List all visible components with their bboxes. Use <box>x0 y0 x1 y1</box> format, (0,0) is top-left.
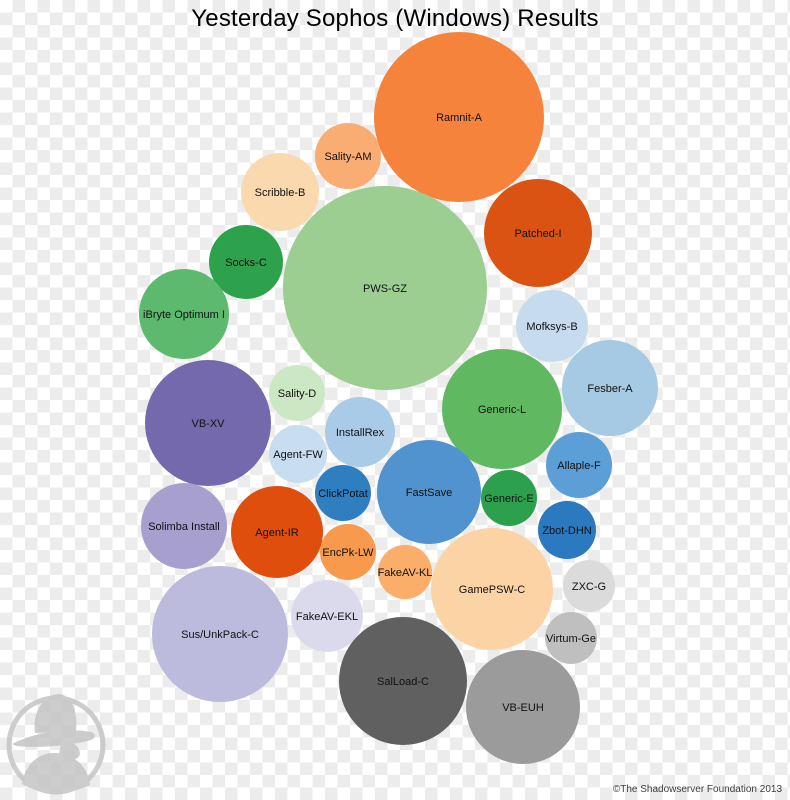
bubble-encpk-lw: EncPk-LW <box>320 524 376 580</box>
bubble-label: Patched-I <box>514 228 561 240</box>
shadowserver-detective-logo-icon <box>6 694 106 795</box>
bubble-label: Sality-D <box>278 388 317 400</box>
bubble-sality-d: Sality-D <box>269 365 325 421</box>
bubble-label: PWS-GZ <box>363 283 407 295</box>
bubble-circle <box>481 470 537 526</box>
bubble-fesber-a: Fesber-A <box>562 340 658 436</box>
bubble-label: Fesber-A <box>587 383 633 395</box>
bubble-label: Socks-C <box>225 257 267 269</box>
bubble-label: Generic-L <box>478 404 526 416</box>
bubble-circle <box>516 290 588 362</box>
bubble-circle <box>283 186 487 390</box>
bubble-circle <box>320 524 376 580</box>
bubble-allaple-f: Allaple-F <box>546 432 612 498</box>
bubble-label: InstallRex <box>336 427 385 439</box>
bubble-label: VB-EUH <box>502 702 544 714</box>
bubble-circle <box>545 612 597 664</box>
bubble-zxc-g: ZXC-G <box>563 560 615 612</box>
bubble-fakeav-kl: FakeAV-KL <box>378 545 433 599</box>
bubble-circle <box>484 179 592 287</box>
bubble-gamepsw-c: GamePSW-C <box>431 528 553 650</box>
bubble-label: Zbot-DHN <box>542 525 592 537</box>
bubble-label: Mofksys-B <box>526 321 577 333</box>
bubble-label: FakeAV-KL <box>378 567 433 579</box>
copyright-text: ©The Shadowserver Foundation 2013 <box>612 784 782 795</box>
bubble-label: FastSave <box>406 487 452 499</box>
bubble-patched-i: Patched-I <box>484 179 592 287</box>
bubble-circle <box>139 269 229 359</box>
bubble-circle <box>374 32 544 202</box>
bubble-label: Agent-FW <box>273 449 323 461</box>
bubble-sality-am: Sality-AM <box>315 123 381 189</box>
bubble-label: SalLoad-C <box>377 676 429 688</box>
bubble-label: ZXC-G <box>572 581 606 593</box>
bubble-label: iBryte Optimum I <box>143 309 225 321</box>
bubble-fakeav-ekl: FakeAV-EKL <box>291 580 363 652</box>
bubble-agent-ir: Agent-IR <box>231 486 323 578</box>
bubble-circle <box>431 528 553 650</box>
bubble-label: Generic-E <box>484 493 534 505</box>
bubble-circle <box>563 560 615 612</box>
bubble-installrex: InstallRex <box>325 397 395 467</box>
bubble-vb-euh: VB-EUH <box>466 650 580 764</box>
bubble-label: GamePSW-C <box>459 584 525 596</box>
bubble-solimba-install: Solimba Install <box>141 483 227 569</box>
bubble-virtum-ge: Virtum-Ge <box>545 612 597 664</box>
bubble-label: Allaple-F <box>557 460 601 472</box>
bubble-circle <box>152 566 288 702</box>
bubble-circle <box>562 340 658 436</box>
bubble-circle <box>231 486 323 578</box>
bubble-circle <box>378 545 432 599</box>
bubble-generic-e: Generic-E <box>481 470 537 526</box>
bubble-ramnit-a: Ramnit-A <box>374 32 544 202</box>
bubble-circle <box>315 465 371 521</box>
chart-title: Yesterday Sophos (Windows) Results <box>191 5 599 32</box>
bubble-circle <box>269 365 325 421</box>
bubble-generic-l: Generic-L <box>442 349 562 469</box>
bubble-label: Scribble-B <box>255 187 306 199</box>
bubble-circle <box>442 349 562 469</box>
bubble-scribble-b: Scribble-B <box>241 153 319 231</box>
bubble-circle <box>377 440 481 544</box>
bubble-label: Agent-IR <box>255 527 298 539</box>
bubble-circle <box>546 432 612 498</box>
bubble-zbot-dhn: Zbot-DHN <box>538 501 596 559</box>
bubble-label: EncPk-LW <box>322 547 374 559</box>
bubble-mofksys-b: Mofksys-B <box>516 290 588 362</box>
bubble-pws-gz: PWS-GZ <box>283 186 487 390</box>
bubble-vb-xv: VB-XV <box>145 360 271 486</box>
bubble-circle <box>145 360 271 486</box>
bubble-circle <box>241 153 319 231</box>
bubble-sus-unkpack-c: Sus/UnkPack-C <box>152 566 288 702</box>
bubble-circle <box>141 483 227 569</box>
bubble-circle <box>209 225 283 299</box>
bubble-ibryte-optimum-i: iBryte Optimum I <box>139 269 229 359</box>
bubble-circle <box>315 123 381 189</box>
bubble-circle <box>291 580 363 652</box>
bubble-circle <box>538 501 596 559</box>
bubble-agent-fw: Agent-FW <box>269 425 327 483</box>
bubble-clickpotat: ClickPotat <box>315 465 371 521</box>
bubble-circle <box>269 425 327 483</box>
bubble-label: Virtum-Ge <box>546 633 596 645</box>
bubble-label: Ramnit-A <box>436 112 483 124</box>
bubble-salload-c: SalLoad-C <box>339 617 467 745</box>
bubble-circle <box>339 617 467 745</box>
bubble-socks-c: Socks-C <box>209 225 283 299</box>
bubble-label: Sality-AM <box>324 151 371 163</box>
bubble-label: ClickPotat <box>318 488 368 500</box>
bubble-label: VB-XV <box>191 418 225 430</box>
bubble-fastsave: FastSave <box>377 440 481 544</box>
bubble-label: FakeAV-EKL <box>296 611 358 623</box>
bubble-label: Solimba Install <box>148 521 220 533</box>
bubble-circle <box>466 650 580 764</box>
bubble-label: Sus/UnkPack-C <box>181 629 259 641</box>
bubble-circle <box>325 397 395 467</box>
